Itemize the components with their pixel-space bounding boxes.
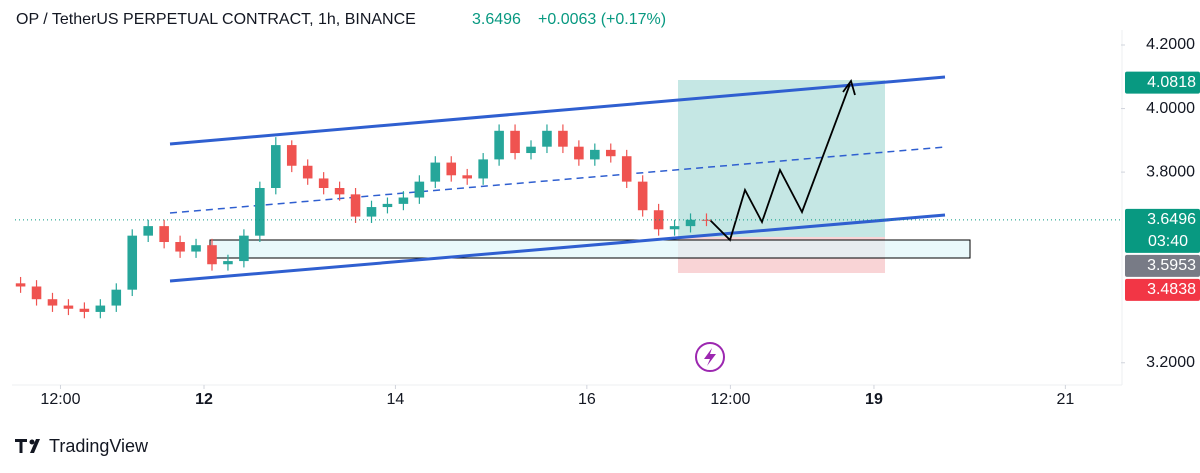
candle-body	[478, 159, 488, 179]
candle-body	[15, 283, 26, 287]
candle-body	[685, 219, 696, 227]
candle-body	[574, 146, 584, 160]
candle-body	[542, 130, 552, 147]
candle-body	[223, 261, 233, 265]
candle-body	[318, 178, 329, 188]
channel-upper	[169, 75, 946, 146]
candle-body	[271, 145, 281, 188]
candle-body	[382, 203, 393, 208]
candle-body	[350, 194, 361, 217]
price-tag	[1125, 254, 1200, 277]
candle-body	[414, 181, 425, 198]
x-tick-label: 12:00	[710, 391, 750, 408]
price-tag-label: 3.6496	[1147, 211, 1196, 228]
candles	[15, 124, 712, 319]
x-tick-label: 14	[387, 391, 405, 408]
countdown: 03:40	[1148, 233, 1188, 250]
price-tag-label: 3.4838	[1147, 281, 1196, 298]
price-change: +0.0063 (+0.17%)	[538, 11, 666, 28]
logo-shape	[30, 439, 40, 453]
candle-body	[526, 146, 536, 154]
x-tick-label: 12	[195, 391, 213, 408]
candle-body	[605, 149, 616, 157]
candle-body	[191, 245, 201, 252]
candle-body	[111, 289, 122, 306]
candle-body	[31, 286, 42, 300]
price-tag	[1125, 71, 1200, 94]
candle-body	[47, 299, 58, 306]
event-icon-bolt	[704, 348, 716, 366]
candle-body	[143, 226, 153, 236]
candle-body	[286, 145, 297, 166]
candle-body	[79, 308, 90, 312]
support-zone	[209, 239, 971, 259]
channel-lower	[169, 213, 946, 283]
price-tag	[1125, 278, 1200, 301]
candle-body	[127, 235, 138, 290]
last-price: 3.6496	[472, 11, 521, 28]
candle-body	[494, 130, 504, 160]
candle-body	[334, 187, 345, 195]
candle-body	[95, 305, 106, 312]
drawings	[169, 75, 971, 283]
candle-body	[653, 210, 664, 230]
y-tick-label: 4.2000	[1146, 36, 1195, 53]
candle-body	[590, 149, 600, 160]
x-tick-label: 16	[578, 391, 596, 408]
candle-body	[366, 207, 377, 217]
price-tag-label: 4.0818	[1147, 74, 1196, 91]
candle-body	[462, 175, 472, 179]
target-zone	[678, 80, 885, 237]
candle-body	[446, 162, 457, 176]
x-tick-label: 21	[1056, 391, 1074, 408]
candle-body	[621, 156, 632, 182]
candle-body	[239, 235, 249, 262]
projection-path	[709, 83, 851, 242]
candle-body	[175, 242, 185, 252]
candle-body	[430, 162, 441, 182]
projection-arrowhead	[842, 78, 856, 96]
candle-body	[159, 226, 169, 243]
candle-body	[255, 187, 265, 236]
candle-body	[637, 181, 648, 211]
logo-shape	[15, 439, 27, 453]
brand-logo	[15, 439, 40, 453]
brand-name: TradingView	[49, 436, 149, 456]
x-tick-label: 12:00	[40, 391, 80, 408]
y-tick-label: 4.0000	[1146, 100, 1195, 117]
candle-body	[302, 165, 313, 179]
candle-body	[398, 197, 409, 204]
candle-body	[207, 245, 217, 265]
logo-shape	[29, 439, 35, 445]
price-tag-label: 3.5953	[1147, 257, 1196, 274]
candle-body	[701, 219, 712, 221]
candle-body	[558, 130, 568, 147]
y-tick-label: 3.2000	[1146, 354, 1195, 371]
candle-body	[669, 226, 680, 230]
y-tick-label: 3.8000	[1146, 163, 1195, 180]
chart-title: OP / TetherUS PERPETUAL CONTRACT, 1h, BI…	[16, 11, 416, 28]
price-tag	[1125, 208, 1200, 253]
candle-body	[63, 305, 74, 309]
candle-body	[510, 130, 520, 154]
channel-mid	[169, 146, 946, 214]
x-tick-label: 19	[865, 391, 883, 408]
